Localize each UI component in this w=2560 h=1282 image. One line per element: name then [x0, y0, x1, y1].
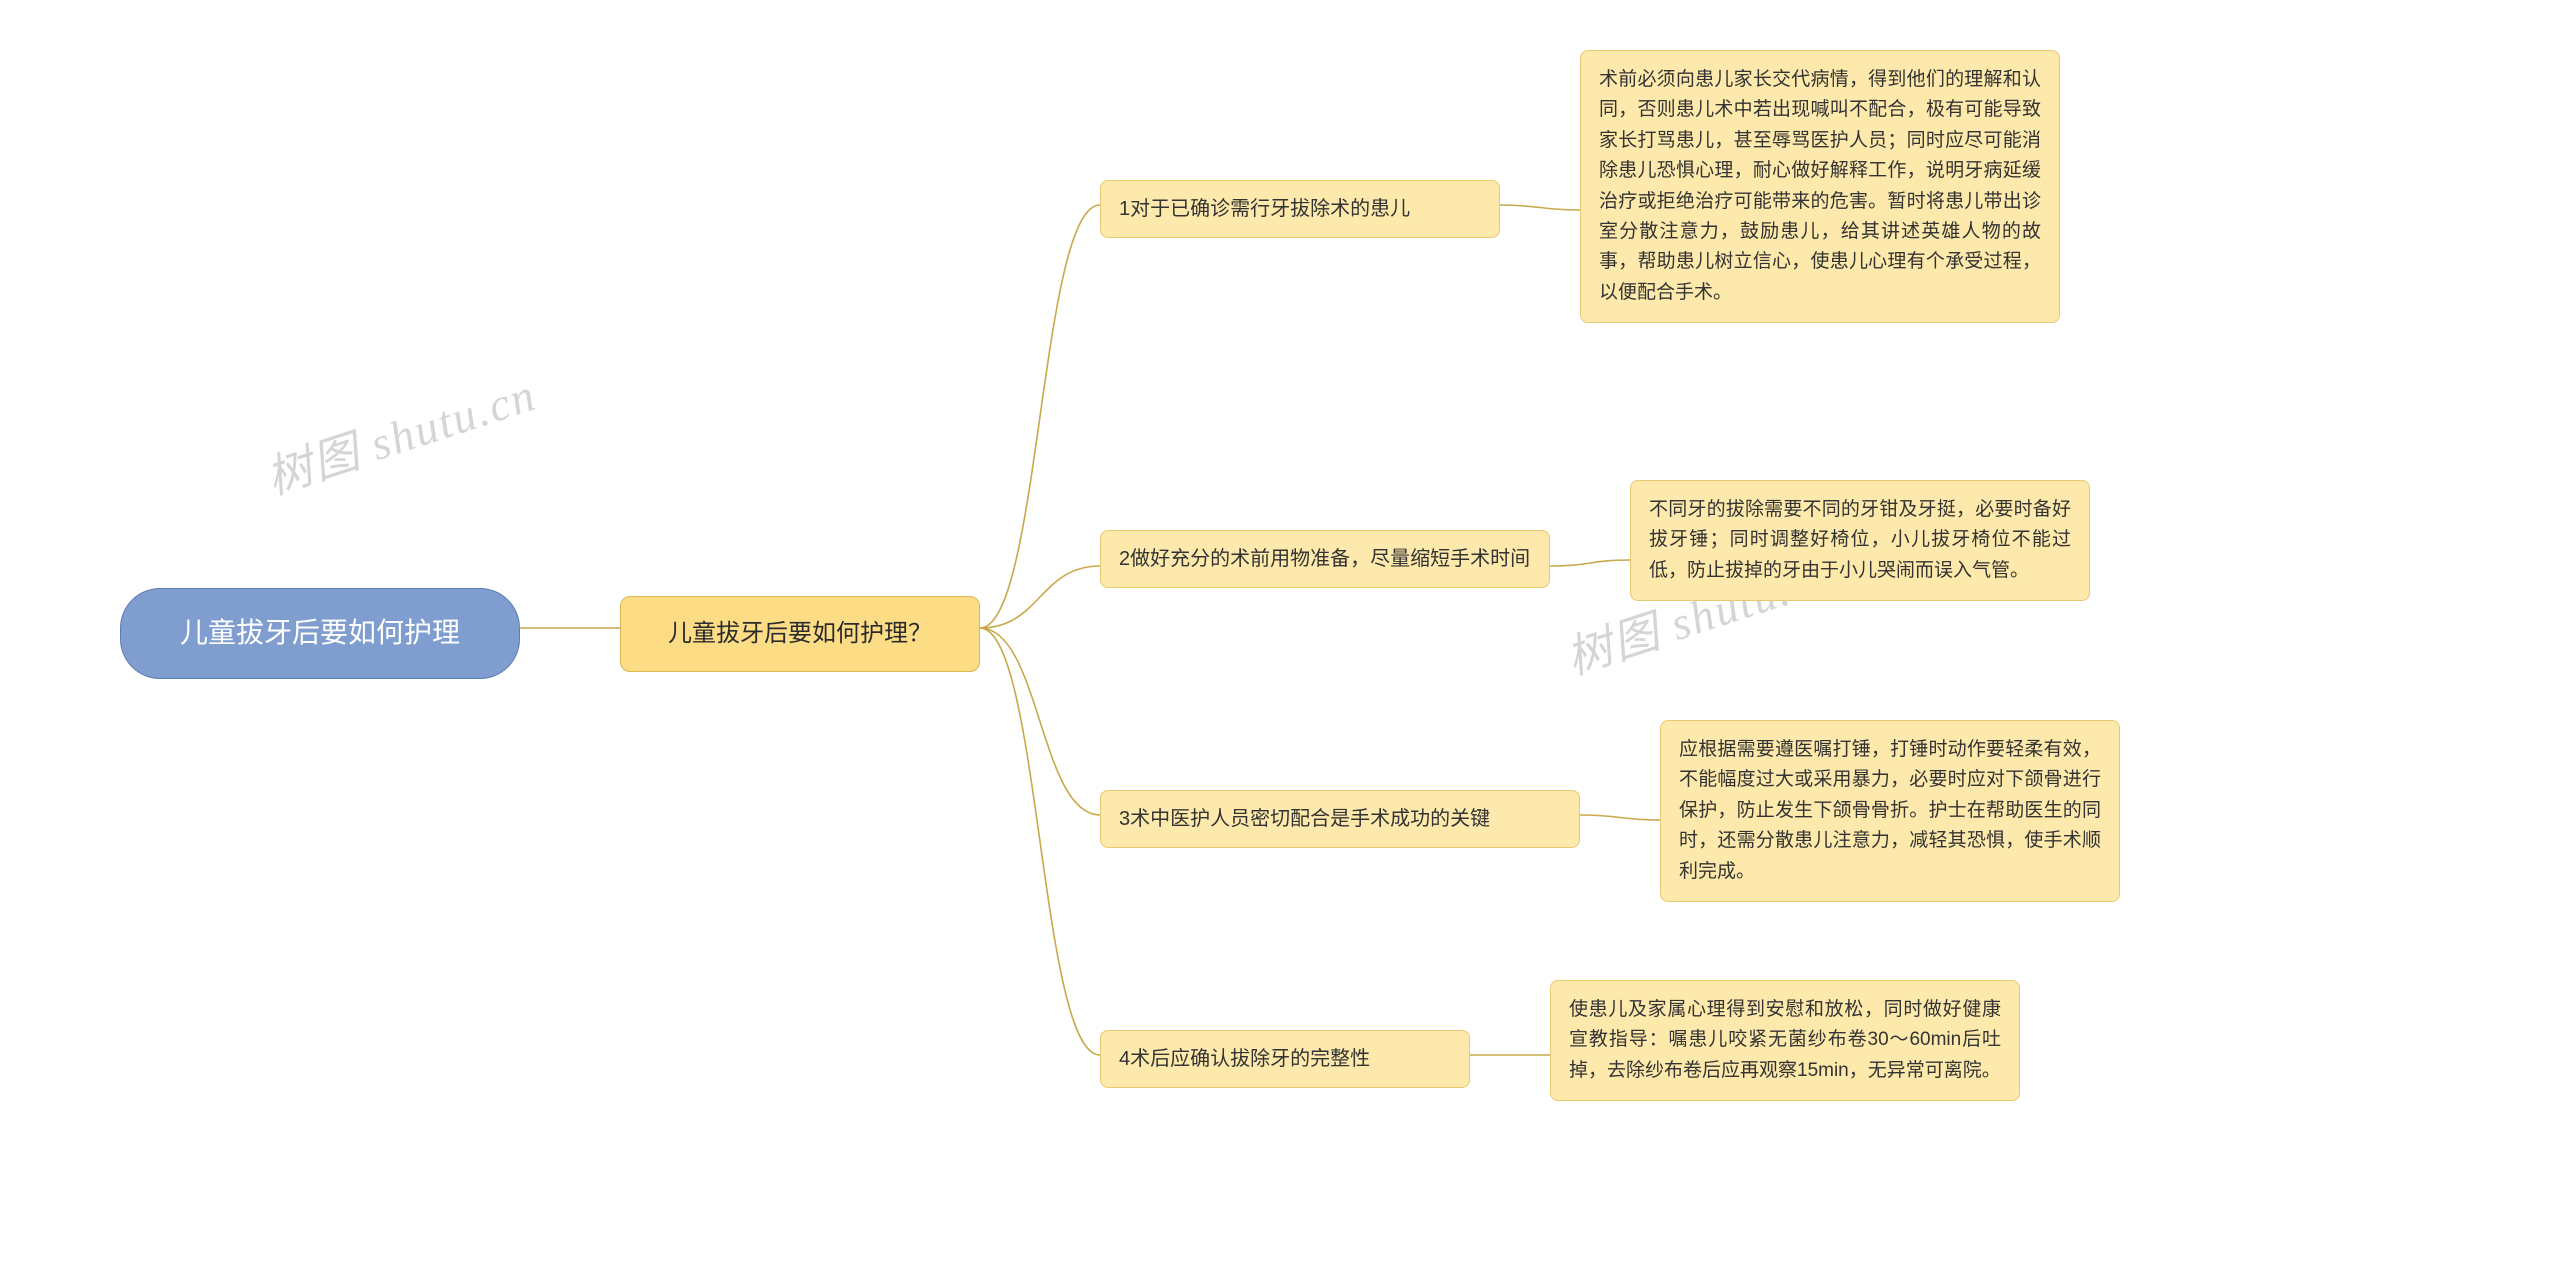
edge-sub-b3 [980, 628, 1100, 815]
branch-label-2: 2做好充分的术前用物准备，尽量缩短手术时间 [1119, 543, 1530, 575]
branch-node-4[interactable]: 4术后应确认拔除牙的完整性 [1100, 1030, 1470, 1088]
leaf-node-3[interactable]: 应根据需要遵医嘱打锤，打锤时动作要轻柔有效，不能幅度过大或采用暴力，必要时应对下… [1660, 720, 2120, 902]
branch-node-1[interactable]: 1对于已确诊需行牙拔除术的患儿 [1100, 180, 1500, 238]
branch-label-3: 3术中医护人员密切配合是手术成功的关键 [1119, 803, 1490, 835]
leaf-node-4[interactable]: 使患儿及家属心理得到安慰和放松，同时做好健康宣教指导：嘱患儿咬紧无菌纱布卷30～… [1550, 980, 2020, 1101]
branch-node-3[interactable]: 3术中医护人员密切配合是手术成功的关键 [1100, 790, 1580, 848]
root-node[interactable]: 儿童拔牙后要如何护理 [120, 588, 520, 679]
edge-b2-l2 [1550, 560, 1630, 566]
edge-sub-b4 [980, 628, 1100, 1055]
edge-sub-b1 [980, 205, 1100, 628]
subroot-node[interactable]: 儿童拔牙后要如何护理？ [620, 596, 980, 672]
leaf-text-3: 应根据需要遵医嘱打锤，打锤时动作要轻柔有效，不能幅度过大或采用暴力，必要时应对下… [1679, 735, 2101, 887]
leaf-node-2[interactable]: 不同牙的拔除需要不同的牙钳及牙挺，必要时备好拔牙锤；同时调整好椅位，小儿拔牙椅位… [1630, 480, 2090, 601]
leaf-text-1: 术前必须向患儿家长交代病情，得到他们的理解和认同，否则患儿术中若出现喊叫不配合，… [1599, 65, 2041, 308]
branch-label-1: 1对于已确诊需行牙拔除术的患儿 [1119, 193, 1410, 225]
edge-sub-b2 [980, 566, 1100, 628]
leaf-text-2: 不同牙的拔除需要不同的牙钳及牙挺，必要时备好拔牙锤；同时调整好椅位，小儿拔牙椅位… [1649, 495, 2071, 586]
root-label: 儿童拔牙后要如何护理 [180, 611, 460, 656]
edge-b3-l3 [1580, 815, 1660, 820]
leaf-node-1[interactable]: 术前必须向患儿家长交代病情，得到他们的理解和认同，否则患儿术中若出现喊叫不配合，… [1580, 50, 2060, 323]
leaf-text-4: 使患儿及家属心理得到安慰和放松，同时做好健康宣教指导：嘱患儿咬紧无菌纱布卷30～… [1569, 995, 2001, 1086]
edge-b1-l1 [1500, 205, 1580, 210]
branch-label-4: 4术后应确认拔除牙的完整性 [1119, 1043, 1370, 1075]
branch-node-2[interactable]: 2做好充分的术前用物准备，尽量缩短手术时间 [1100, 530, 1550, 588]
subroot-label: 儿童拔牙后要如何护理？ [668, 615, 932, 653]
watermark-1: 树图 shutu.cn [257, 358, 544, 507]
